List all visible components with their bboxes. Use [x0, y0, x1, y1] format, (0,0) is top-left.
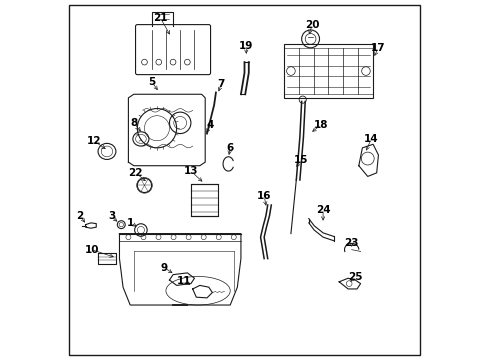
Text: 17: 17: [370, 43, 385, 53]
Text: 16: 16: [256, 191, 271, 201]
Text: 21: 21: [153, 13, 167, 23]
Text: 18: 18: [313, 120, 328, 130]
Text: 9: 9: [160, 262, 167, 273]
Text: 5: 5: [148, 77, 155, 87]
Text: 24: 24: [315, 205, 330, 215]
Text: 13: 13: [183, 166, 198, 176]
Bar: [283, 44, 372, 98]
Text: 14: 14: [363, 134, 378, 144]
Text: 10: 10: [84, 245, 99, 255]
Text: 23: 23: [344, 238, 358, 248]
Text: 19: 19: [239, 41, 253, 51]
Text: 20: 20: [305, 19, 319, 30]
Text: 22: 22: [128, 168, 142, 178]
Text: 8: 8: [130, 118, 137, 128]
Text: 15: 15: [293, 156, 307, 165]
Text: 6: 6: [226, 143, 233, 153]
Text: 2: 2: [77, 211, 83, 221]
Bar: [190, 184, 217, 216]
Text: 11: 11: [176, 276, 191, 286]
Text: 7: 7: [217, 78, 224, 89]
Text: 1: 1: [127, 218, 134, 228]
Text: 3: 3: [108, 211, 115, 221]
Text: 25: 25: [347, 272, 362, 282]
Text: 4: 4: [206, 120, 214, 130]
Text: 12: 12: [86, 136, 101, 146]
